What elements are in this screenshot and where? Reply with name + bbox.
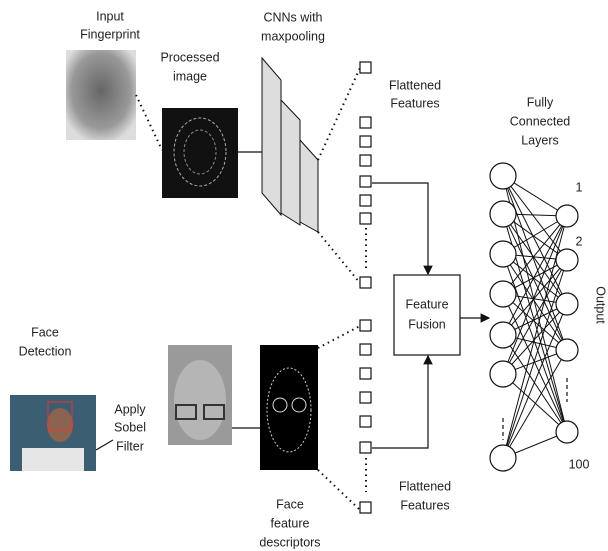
label: Flattened: [389, 78, 441, 92]
vector-cell: [360, 392, 371, 403]
label: 2: [576, 234, 583, 248]
cnn-block: [300, 140, 318, 232]
cnn-layers: CNNs with maxpooling: [261, 10, 325, 232]
input-fingerprint: Input Fingerprint: [66, 9, 140, 140]
fusion-box: [394, 275, 460, 355]
label: Output: [594, 286, 608, 324]
vector-cell: [360, 502, 371, 513]
neuron: [490, 241, 516, 267]
label: Fingerprint: [80, 27, 140, 41]
label: Feature: [405, 297, 448, 311]
face-photo: [10, 395, 96, 471]
label: CNNs with: [263, 10, 322, 24]
connector: [318, 232, 360, 283]
label: Layers: [521, 133, 559, 147]
label: Face: [276, 497, 304, 511]
processed-image: Processed image: [160, 50, 238, 198]
output-neuron: [556, 249, 578, 271]
vector-cell: [360, 117, 371, 128]
flattened-vector: [360, 320, 371, 513]
label: feature: [271, 516, 310, 530]
output-neuron: [556, 339, 578, 361]
face: [47, 408, 73, 442]
cnn-block: [281, 100, 300, 225]
label: Fully: [527, 95, 554, 109]
output-neuron: [556, 205, 578, 227]
label: descriptors: [259, 535, 320, 549]
vector-cell: [360, 213, 371, 224]
neuron: [490, 201, 516, 227]
vector-cell: [360, 442, 371, 453]
sobel-image: [260, 345, 318, 470]
label: Connected: [510, 114, 571, 128]
fingerprint-image: [66, 50, 136, 140]
connector: [318, 326, 360, 348]
label: 1: [576, 180, 583, 194]
label: Features: [400, 498, 449, 512]
label: image: [173, 69, 207, 83]
network: [490, 163, 578, 471]
vector-cell: [360, 155, 371, 166]
vector-cell: [360, 416, 371, 427]
label: Flattened: [399, 479, 451, 493]
vector-cell: [360, 176, 371, 187]
connector: [96, 440, 113, 450]
face: [174, 360, 226, 440]
face-grayscale: [168, 345, 232, 445]
vector-cell: [360, 136, 371, 147]
shirt: [22, 448, 84, 471]
label: Sobel: [114, 420, 146, 434]
connector: [318, 470, 360, 510]
flattened-vector: [360, 62, 371, 288]
label: Face: [31, 325, 59, 339]
connector: [318, 68, 360, 160]
label: Fusion: [408, 317, 446, 331]
label: Filter: [116, 439, 144, 453]
label: maxpooling: [261, 29, 325, 43]
neuron: [490, 361, 516, 387]
vector-cell: [360, 62, 371, 73]
neuron: [490, 163, 516, 189]
vector-cell: [360, 195, 371, 206]
processed-fingerprint: [162, 108, 238, 198]
label: 100: [569, 457, 590, 471]
vector-cell: [360, 277, 371, 288]
label: Apply: [114, 402, 146, 416]
arrow: [372, 356, 428, 448]
vector-cell: [360, 320, 371, 331]
label: Features: [390, 96, 439, 110]
label: Detection: [19, 344, 72, 358]
neuron: [490, 322, 516, 348]
label: Input: [96, 9, 124, 23]
vector-cell: [360, 368, 371, 379]
diagram: Input Fingerprint Processed image CNNs w…: [0, 0, 608, 551]
connector: [136, 95, 162, 150]
output-neuron: [556, 421, 578, 443]
vector-cell: [360, 344, 371, 355]
cnn-block: [262, 58, 281, 215]
neuron: [490, 445, 516, 471]
label: Processed: [160, 50, 219, 64]
neuron: [490, 281, 516, 307]
face-descriptors: [260, 345, 318, 470]
arrow: [372, 183, 428, 274]
output-neuron: [556, 293, 578, 315]
